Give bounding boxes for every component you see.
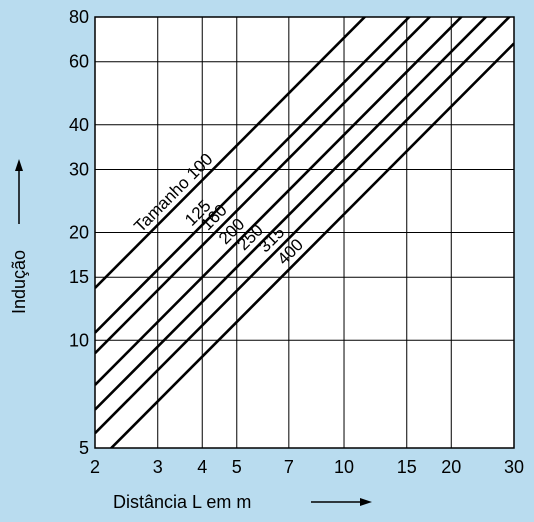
y-axis-label: Indução: [9, 250, 29, 314]
series-line: [95, 17, 367, 289]
y-tick-labels: 5 10 15 20 30 40 60 80: [69, 7, 89, 458]
y-tick-label: 5: [79, 438, 89, 458]
y-tick-label: 15: [69, 267, 89, 287]
x-tick-label: 4: [197, 457, 207, 477]
x-tick-labels: 2 3 4 5 7 10 15 20 30: [90, 457, 524, 477]
y-tick-label: 60: [69, 52, 89, 72]
x-axis-arrow-icon: [360, 498, 372, 506]
series-line: [95, 17, 512, 435]
x-tick-label: 7: [284, 457, 294, 477]
x-axis-title: Distância L em m: [113, 492, 372, 512]
x-tick-label: 15: [397, 457, 417, 477]
y-axis-title: Indução: [9, 159, 29, 314]
x-tick-label: 5: [232, 457, 242, 477]
series-line: [95, 17, 412, 334]
x-tick-label: 20: [441, 457, 461, 477]
y-tick-label: 30: [69, 159, 89, 179]
x-tick-label: 10: [334, 457, 354, 477]
plot-frame: [94, 16, 515, 449]
y-tick-label: 20: [69, 223, 89, 243]
series-line: [95, 17, 432, 355]
x-tick-label: 3: [153, 457, 163, 477]
x-tick-label: 2: [90, 457, 100, 477]
y-axis-arrow-icon: [15, 159, 23, 171]
series-lines: [95, 17, 514, 448]
series-line: [109, 42, 514, 448]
x-tick-label: 30: [504, 457, 524, 477]
x-axis-label: Distância L em m: [113, 492, 251, 512]
y-tick-label: 10: [69, 330, 89, 350]
series-line: [95, 17, 488, 411]
y-tick-label: 80: [69, 7, 89, 27]
y-tick-label: 40: [69, 115, 89, 135]
series-line: [95, 17, 464, 386]
